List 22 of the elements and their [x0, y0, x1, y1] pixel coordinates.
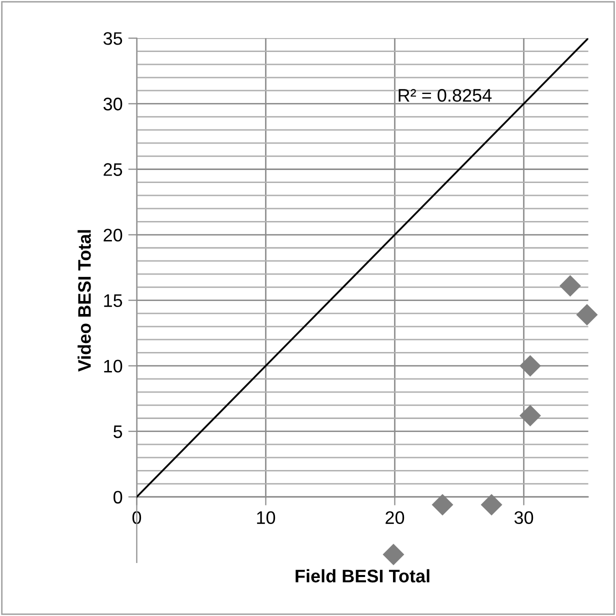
- y-tick-label: 10: [104, 360, 122, 373]
- y-axis-title: Video BESI Total: [78, 230, 91, 372]
- point: [559, 275, 581, 297]
- point: [576, 304, 598, 326]
- y-tick-label: 25: [104, 163, 122, 176]
- point: [480, 494, 502, 516]
- y-tick-label: 35: [103, 32, 122, 45]
- x-tick-label: 0: [132, 511, 142, 524]
- point: [432, 494, 454, 516]
- point: [382, 544, 404, 566]
- x-tick-label: 20: [386, 511, 404, 524]
- y-tick-label: 0: [114, 490, 122, 504]
- y-tick-label: 30: [103, 98, 122, 110]
- annotation: R² = 0.8254: [398, 88, 492, 102]
- x-tick-label: 10: [257, 511, 276, 524]
- point: [519, 404, 541, 426]
- y-tick-label: 5: [114, 425, 122, 438]
- y-tick-label: 20: [104, 228, 122, 242]
- x-axis-title: Field BESI Total: [296, 569, 430, 582]
- point: [519, 355, 541, 377]
- y-tick-label: 15: [104, 294, 122, 308]
- x-tick-label: 30: [514, 511, 534, 524]
